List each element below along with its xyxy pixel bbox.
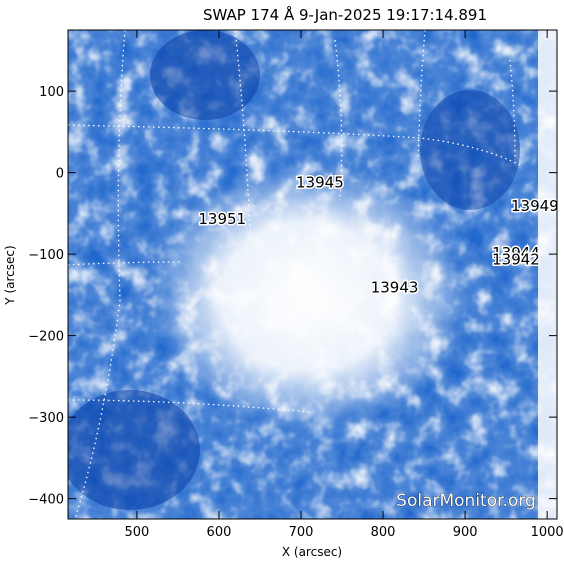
grid-latitude-mid [68, 261, 181, 266]
x-tick-label: 900 [453, 525, 478, 540]
y-tick-label: 0 [56, 167, 64, 182]
x-tick-label: 700 [289, 525, 314, 540]
heliographic-grid [68, 30, 521, 519]
x-axis-label: X (arcsec) [282, 545, 342, 559]
dark-region-east [420, 90, 520, 210]
watermark: SolarMonitor.org [396, 491, 536, 511]
dark-region-southwest [68, 390, 200, 510]
bright-emission-core [130, 130, 510, 450]
y-tick-label: −300 [28, 411, 64, 426]
active-region-label: 13949 [511, 197, 559, 215]
active-region-label: 13945 [296, 173, 344, 191]
plot-frame [67, 29, 558, 520]
grid-longitude-2 [234, 30, 251, 231]
active-region-label: 13943 [371, 278, 419, 296]
x-axis-ticks: 500 600 700 800 900 1000 [125, 30, 564, 540]
active-region-label: 13951 [198, 210, 246, 228]
grid-latitude-north [68, 124, 521, 166]
x-tick-label: 800 [371, 525, 396, 540]
y-axis-label: Y (arcsec) [3, 245, 17, 305]
y-tick-label: −200 [28, 330, 64, 345]
dark-region-north [150, 30, 260, 120]
y-tick-label: −400 [28, 493, 64, 508]
x-tick-label: 500 [125, 525, 150, 540]
x-tick-label: 600 [207, 525, 232, 540]
grid-longitude-3 [334, 39, 343, 201]
grid-longitude-5 [509, 59, 516, 161]
y-tick-label: 100 [39, 85, 64, 100]
x-tick-label: 1000 [531, 525, 564, 540]
y-tick-label: −100 [28, 248, 64, 263]
figure-title: SWAP 174 Å 9-Jan-2025 19:17:14.891 [203, 5, 487, 24]
active-region-label: 13944 [492, 244, 540, 262]
y-axis-ticks: 100 0 −100 −200 −300 −400 [28, 85, 557, 508]
active-region-label: 13942 [492, 251, 540, 269]
limb-brightening [538, 30, 557, 519]
grid-latitude-south [68, 399, 311, 413]
